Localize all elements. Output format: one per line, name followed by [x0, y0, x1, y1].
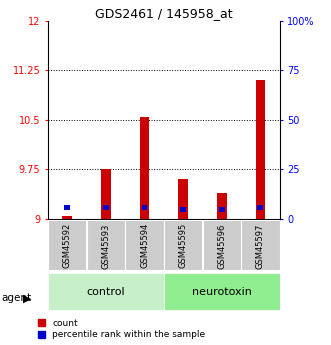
Legend: count, percentile rank within the sample: count, percentile rank within the sample [38, 319, 205, 339]
Text: control: control [87, 287, 125, 296]
Text: agent: agent [2, 294, 32, 303]
Bar [219, 207, 225, 213]
Bar [203, 220, 241, 270]
Bar [142, 205, 147, 210]
Bar [258, 205, 263, 210]
Text: GSM45596: GSM45596 [217, 223, 226, 269]
Bar [63, 216, 72, 219]
Bar [180, 207, 186, 213]
Bar [178, 179, 188, 219]
Text: neurotoxin: neurotoxin [192, 287, 252, 296]
Title: GDS2461 / 145958_at: GDS2461 / 145958_at [95, 7, 233, 20]
Bar [48, 273, 164, 310]
Text: GSM45597: GSM45597 [256, 223, 265, 269]
Bar [164, 220, 202, 270]
Text: GSM45595: GSM45595 [179, 223, 188, 268]
Bar [87, 220, 125, 270]
Bar [48, 220, 86, 270]
Text: GSM45593: GSM45593 [101, 223, 111, 269]
Bar [164, 273, 279, 310]
Bar [125, 220, 164, 270]
Bar [65, 205, 70, 210]
Bar [256, 80, 265, 219]
Bar [101, 169, 111, 219]
Bar [140, 117, 149, 219]
Bar [241, 220, 279, 270]
Text: ▶: ▶ [23, 294, 31, 303]
Text: GSM45592: GSM45592 [63, 223, 72, 268]
Bar [217, 193, 227, 219]
Text: GSM45594: GSM45594 [140, 223, 149, 268]
Bar [103, 205, 109, 210]
